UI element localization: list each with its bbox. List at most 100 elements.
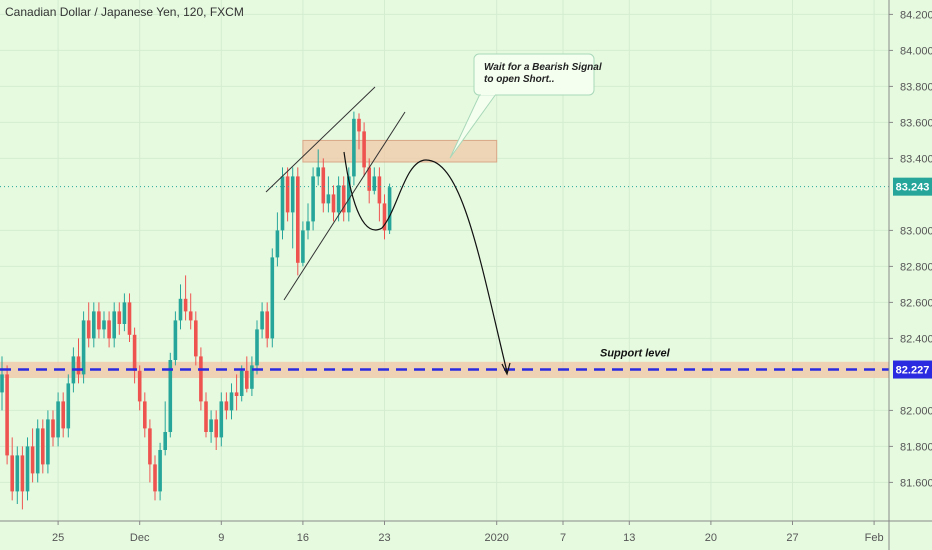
candle-body: [183, 298, 188, 312]
candle-body: [102, 320, 106, 330]
candle-body: [275, 230, 280, 258]
candle-body: [20, 455, 25, 492]
candle-body: [336, 185, 341, 213]
candle-body: [311, 176, 315, 222]
y-tick-label: 84.000: [900, 45, 932, 57]
candle-body: [209, 419, 213, 432]
projection-curve: [343, 151, 508, 373]
candle-body: [280, 176, 285, 231]
y-tick-label: 81.800: [900, 441, 932, 453]
candle-body: [377, 176, 382, 204]
candle-body: [92, 311, 96, 339]
projection-arrowhead: [501, 362, 511, 376]
current-price-tag: [893, 177, 932, 196]
candle-body: [367, 167, 371, 191]
candle-body: [148, 428, 152, 465]
y-tick-label: 83.400: [900, 153, 932, 165]
x-tick-label: 25: [52, 532, 64, 544]
candle-body: [35, 428, 40, 474]
candle-body: [97, 311, 101, 330]
resistance-zone: [302, 139, 498, 163]
candle-body: [255, 329, 259, 366]
candle-body: [61, 401, 65, 429]
candle-body: [132, 334, 137, 371]
candle-body: [137, 370, 142, 402]
channel-upper-line: [265, 86, 376, 193]
candle-body: [296, 176, 300, 263]
candle-body: [214, 419, 218, 438]
x-tick-label: 27: [786, 532, 798, 544]
candle-body: [260, 311, 264, 330]
candle-body: [219, 401, 224, 438]
candle-body: [224, 401, 229, 411]
annotation-text: Wait for a Bearish Signal: [484, 62, 602, 73]
x-tick-label: 7: [560, 532, 566, 544]
candle-body: [127, 302, 132, 335]
candle-body: [112, 311, 116, 339]
candle-body: [41, 428, 45, 465]
y-tick-label: 83.600: [900, 117, 932, 129]
chart-title: Canadian Dollar / Japanese Yen, 120, FXC…: [5, 5, 244, 19]
candle-body: [188, 311, 193, 321]
candle-body: [285, 176, 290, 213]
candle-body: [5, 374, 9, 456]
candle-body: [306, 221, 310, 231]
candle-body: [250, 365, 254, 389]
y-tick-label: 84.200: [900, 9, 932, 21]
y-tick-label: 83.800: [900, 81, 932, 93]
zones: [0, 139, 889, 378]
candle-body: [372, 176, 377, 191]
candle-body: [347, 176, 351, 213]
x-tick-label: 2020: [484, 532, 508, 544]
y-tick-label: 82.400: [900, 333, 932, 345]
y-tick-label: 83.000: [900, 225, 932, 237]
callout-pointer: [449, 93, 497, 159]
support-price-label: 82.227: [896, 365, 930, 377]
candle-body: [199, 356, 203, 402]
candle-body: [30, 446, 35, 474]
candle-body: [56, 401, 60, 438]
support-zone: [0, 361, 889, 378]
candle-body: [194, 320, 198, 357]
candle-body: [239, 370, 244, 396]
candle-body: [168, 360, 173, 432]
candle-body: [0, 374, 4, 393]
candle-body: [265, 311, 269, 339]
callout-box: [473, 53, 595, 96]
x-tick-label: 9: [218, 532, 224, 544]
candle-body: [321, 167, 326, 204]
candle-body: [270, 257, 275, 339]
candle-body: [163, 432, 167, 450]
candle-body: [204, 401, 208, 432]
candle-body: [66, 383, 71, 429]
y-tick-label: 82.600: [900, 297, 932, 309]
grid: [0, 0, 889, 521]
x-tick-label: 13: [623, 532, 635, 544]
candle-body: [158, 450, 162, 492]
candle-body: [107, 320, 111, 339]
candle-body: [229, 392, 234, 411]
x-tick-label: 23: [378, 532, 390, 544]
x-tick-label: Dec: [130, 532, 150, 544]
support-label: Support level: [600, 348, 671, 360]
candle-body: [153, 464, 157, 492]
candle-body: [382, 203, 387, 231]
candle-body: [10, 455, 14, 492]
candle-body: [25, 446, 30, 492]
x-tick-label: Feb: [865, 532, 884, 544]
candle-body: [15, 455, 20, 492]
candle-body: [81, 320, 86, 375]
candle-body: [117, 311, 122, 324]
y-tick-label: 82.800: [900, 261, 932, 273]
candle-body: [316, 167, 320, 177]
y-tick-label: 82.000: [900, 405, 932, 417]
x-tick-label: 16: [297, 532, 309, 544]
candle-body: [362, 131, 366, 168]
candle-body: [341, 185, 346, 213]
candle-body: [331, 194, 336, 213]
candle-body: [326, 194, 331, 204]
candle-body: [173, 320, 178, 360]
